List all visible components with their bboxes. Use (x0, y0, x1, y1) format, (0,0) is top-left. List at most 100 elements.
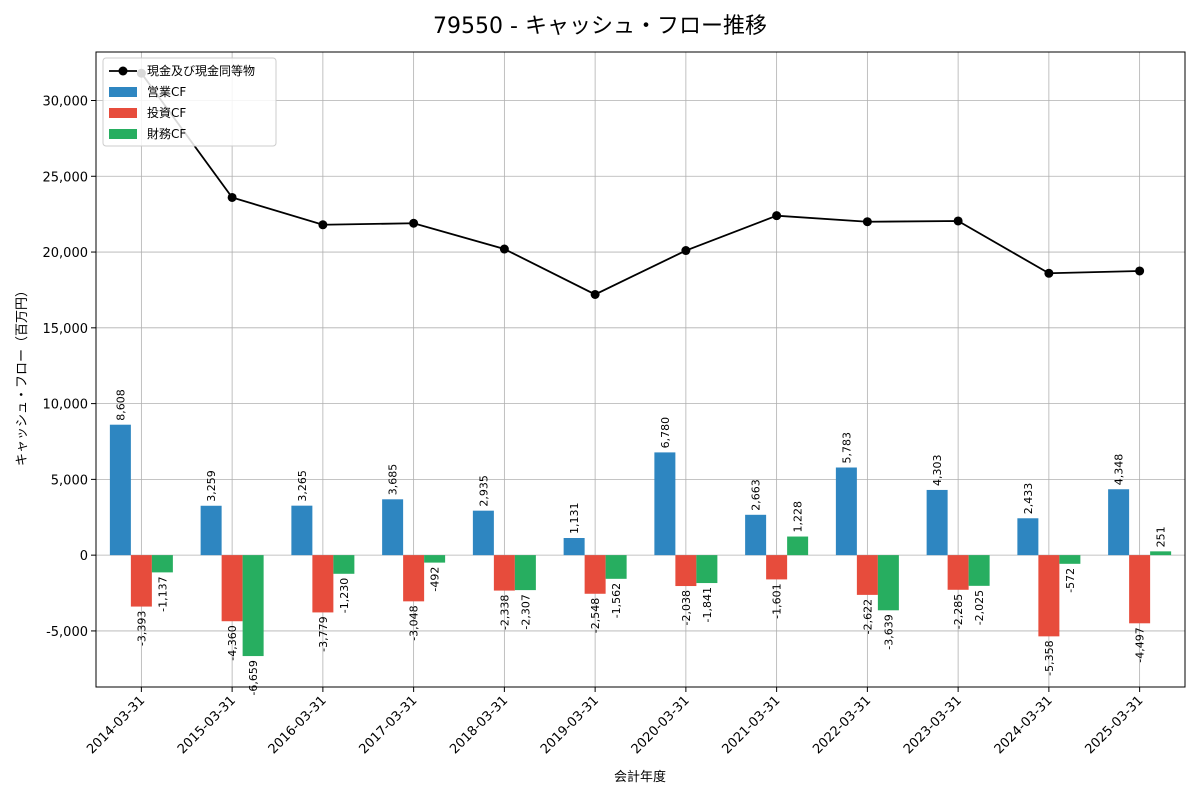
chart-title: 79550 - キャッシュ・フロー推移 (433, 14, 767, 39)
line-layer (136, 68, 1145, 299)
bar (151, 555, 173, 573)
bar (675, 555, 697, 587)
cash-point (227, 192, 237, 202)
bar (856, 555, 878, 595)
bar-value-label: 3,259 (205, 470, 218, 502)
bar-value-label: -2,548 (589, 598, 602, 633)
cash-point (1135, 266, 1145, 276)
bar (1017, 518, 1039, 556)
bar-value-label: 8,608 (114, 389, 127, 421)
cash-point (1044, 268, 1054, 278)
y-tick-label: -5,000 (46, 625, 88, 640)
bar-value-label: -3,048 (408, 605, 421, 640)
bar-value-label: -2,025 (973, 590, 986, 625)
x-tick-label: 2017-03-31 (356, 693, 420, 757)
cash-point (862, 217, 872, 227)
bar-value-label: 6,780 (659, 417, 672, 449)
bar-value-label: -1,841 (701, 587, 714, 622)
bar-value-label: -6,659 (247, 660, 260, 695)
bar-value-label: -3,639 (882, 614, 895, 649)
x-tick-label: 2014-03-31 (84, 693, 148, 757)
x-tick-label: 2025-03-31 (1082, 693, 1146, 757)
bar-value-label: -572 (1064, 568, 1077, 593)
bar-value-label: -5,358 (1043, 640, 1056, 675)
bar-value-label: -492 (429, 567, 442, 592)
bar-value-label: -1,137 (156, 576, 169, 611)
bar (584, 555, 606, 594)
x-tick-label: 2019-03-31 (538, 693, 602, 757)
bar-value-label: 1,131 (568, 503, 581, 535)
bar (403, 555, 425, 602)
bar (1129, 555, 1151, 624)
bar (242, 555, 264, 657)
bar (1038, 555, 1060, 637)
bar (605, 555, 627, 579)
legend-box (102, 57, 277, 147)
cash-point (499, 244, 509, 254)
labels-layer: 8,608 3,259 3,265 3,685 2,935 1,131 6,780 2,663… (114, 389, 1167, 695)
bar-value-label: -3,393 (135, 611, 148, 646)
legend-label: 投資CF (147, 105, 186, 120)
y-tick-label: 5,000 (51, 473, 88, 488)
bars-layer (109, 424, 1172, 657)
bar-value-label: 5,783 (840, 432, 853, 464)
bar (333, 555, 355, 574)
bar (696, 555, 718, 584)
bar-value-label: 2,935 (477, 475, 490, 507)
bar (1150, 551, 1172, 556)
bar (1108, 489, 1130, 556)
bar (877, 555, 899, 611)
y-tick-label: 20,000 (43, 246, 89, 261)
bar-value-label: -1,562 (610, 583, 623, 618)
cash-point (681, 246, 691, 256)
axes-layer: -5,000 0 5,000 10,000 15,000 20,000 25,000 30,0… (43, 51, 1186, 757)
bar-value-label: -2,038 (680, 590, 693, 625)
bar (493, 555, 515, 591)
bar-value-label: -3,779 (317, 616, 330, 651)
x-tick-label: 2016-03-31 (266, 693, 330, 757)
bar (200, 505, 222, 556)
y-tick-label: 15,000 (43, 322, 89, 337)
bar (745, 514, 767, 556)
x-tick-label: 2024-03-31 (992, 693, 1056, 757)
bar-value-label: -2,338 (498, 595, 511, 630)
bar (926, 489, 948, 556)
bar (472, 510, 494, 556)
legend-swatch (109, 87, 137, 97)
bar (654, 452, 676, 556)
bar (382, 499, 404, 556)
bar-value-label: 2,663 (750, 479, 763, 511)
bar (766, 555, 788, 580)
bar (514, 555, 536, 591)
bar-value-label: -2,307 (519, 594, 532, 629)
bar (291, 505, 313, 556)
cash-point (318, 220, 328, 230)
bar (563, 538, 585, 556)
legend-line-marker (118, 66, 128, 76)
bar-value-label: 251 (1155, 526, 1168, 547)
bar (947, 555, 969, 590)
bar-value-label: 1,228 (792, 501, 805, 533)
legend-label: 現金及び現金同等物 (147, 63, 255, 78)
bar-value-label: -1,601 (771, 583, 784, 618)
bar-value-label: -4,497 (1134, 627, 1147, 662)
y-tick-label: 30,000 (43, 94, 89, 109)
bar (221, 555, 243, 622)
x-tick-label: 2022-03-31 (810, 693, 874, 757)
legend-label: 営業CF (147, 85, 186, 99)
bar-value-label: 4,348 (1113, 454, 1126, 486)
bar (968, 555, 990, 586)
y-axis-label: キャッシュ・フロー（百万円） (15, 284, 30, 466)
x-tick-label: 2018-03-31 (447, 693, 511, 757)
x-tick-label: 2021-03-31 (719, 693, 783, 757)
bar-value-label: 4,303 (931, 454, 944, 486)
bar (424, 555, 446, 563)
bar-value-label: 3,685 (387, 464, 400, 496)
cash-point (953, 216, 963, 226)
bar (130, 555, 152, 607)
bar-value-label: -1,230 (338, 578, 351, 613)
y-tick-label: 25,000 (43, 170, 89, 185)
